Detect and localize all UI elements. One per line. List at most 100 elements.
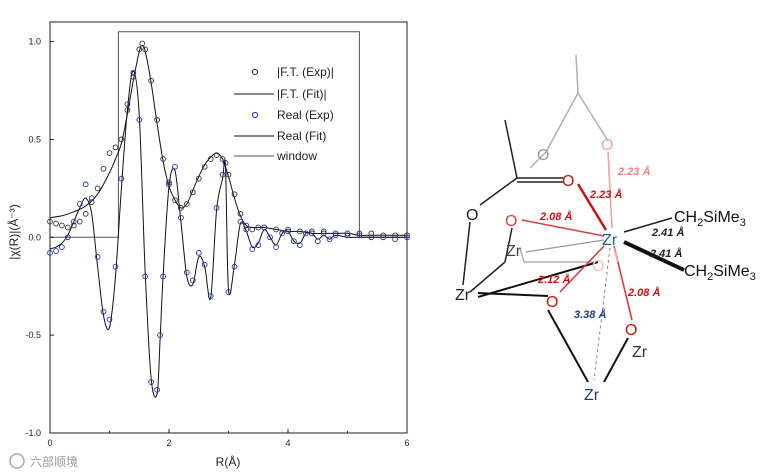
series-0-point bbox=[106, 150, 113, 156]
series-2-point bbox=[380, 234, 387, 241]
series-0-point bbox=[219, 156, 226, 162]
series-0-point bbox=[195, 175, 202, 182]
bottom-bonds bbox=[477, 261, 629, 383]
x-axis-label: R(Å) bbox=[216, 454, 241, 469]
series-0-point bbox=[53, 220, 59, 227]
series-0-point bbox=[139, 40, 146, 47]
series-2-point bbox=[326, 236, 333, 243]
exafs-chart: 0 2 4 6 -1.0 -0.5 0.0 0.5 1.0 R(Å) |χ(R)|(Å⁻³) |… bbox=[6, 21, 410, 469]
distance-lower-alkyl: 2.41 Å bbox=[649, 247, 682, 260]
series-0-point bbox=[231, 191, 238, 198]
series-2-point bbox=[160, 273, 166, 280]
series-0-point bbox=[273, 226, 279, 233]
distance-lower-left: 2.12 Å bbox=[537, 273, 570, 286]
series-0-point bbox=[201, 163, 208, 170]
series-0-point bbox=[207, 156, 214, 162]
o-lower-right-label: O bbox=[625, 322, 637, 339]
ticks-layer: 0 2 4 6 -1.0 -0.5 0.0 0.5 1.0 bbox=[25, 37, 409, 448]
series-2-point bbox=[222, 160, 229, 166]
series-0-point bbox=[178, 205, 184, 211]
zr-zr-dashed bbox=[593, 247, 611, 381]
alkyl-group-upper: CH2SiMe3 bbox=[674, 209, 746, 229]
series-0-point bbox=[308, 230, 315, 237]
series-2-point bbox=[332, 232, 339, 239]
series-2-point bbox=[368, 234, 375, 241]
series-2-point bbox=[219, 171, 226, 178]
series-2-point bbox=[201, 261, 208, 268]
series-2-point bbox=[70, 218, 77, 225]
series-0-point bbox=[368, 230, 375, 237]
series-2-point bbox=[94, 254, 101, 260]
x-tick-label: 2 bbox=[166, 438, 171, 448]
o-back-faded-label: O bbox=[537, 147, 549, 164]
y-tick-label: 0.5 bbox=[28, 134, 41, 144]
series-0-point bbox=[82, 210, 89, 217]
y-axis-label: |χ(R)|(Å⁻³) bbox=[6, 204, 21, 260]
series-2-point bbox=[320, 230, 327, 237]
series-2-point bbox=[285, 226, 291, 233]
series-2-point bbox=[297, 242, 303, 248]
series-0-point bbox=[380, 232, 387, 239]
distance-top-faded: 2.23 Å bbox=[617, 165, 650, 178]
series-2-point bbox=[142, 273, 149, 280]
series-0-point bbox=[118, 136, 125, 143]
markers-layer bbox=[47, 40, 410, 393]
series-2-point bbox=[267, 234, 273, 241]
series-2-point bbox=[124, 101, 131, 108]
zr-alkyl-lower bbox=[623, 240, 685, 272]
x-tick-label: 0 bbox=[47, 438, 52, 448]
series-0-point bbox=[124, 107, 131, 113]
series-2-point bbox=[76, 201, 83, 207]
series-2-point bbox=[88, 195, 95, 201]
zr-right-label: Zr bbox=[632, 344, 648, 361]
series-2-point bbox=[64, 234, 71, 241]
series-0-point bbox=[100, 165, 107, 172]
series-0-point bbox=[142, 46, 149, 53]
series-0-point bbox=[88, 199, 95, 205]
series-2-point bbox=[291, 238, 297, 245]
series-0-point bbox=[392, 232, 398, 239]
series-2-point bbox=[255, 242, 262, 248]
zr-bottom-label: Zr bbox=[584, 387, 600, 404]
x-tick-label: 6 bbox=[404, 438, 409, 448]
distance-zr-zr: 3.38 Å bbox=[574, 308, 606, 321]
series-2-point bbox=[189, 277, 196, 284]
series-0-point bbox=[243, 222, 250, 229]
distance-upper-alkyl: 2.41 Å bbox=[651, 226, 684, 239]
series-0-point bbox=[166, 181, 172, 188]
series-2-point bbox=[118, 175, 125, 182]
series-0-point bbox=[154, 117, 160, 123]
series-2-point bbox=[225, 289, 232, 295]
series-0-point bbox=[237, 210, 244, 217]
series-0-point bbox=[189, 189, 196, 196]
series-2-point bbox=[172, 163, 178, 170]
series-2-point bbox=[112, 263, 119, 270]
y-tick-label: -0.5 bbox=[25, 330, 41, 340]
o-lower-left-label: O bbox=[546, 294, 558, 311]
series-0-point bbox=[255, 224, 262, 231]
legend: |F.T. (Exp)| |F.T. (Fit)| Real (Exp) Rea… bbox=[234, 65, 334, 163]
series-0-point bbox=[404, 232, 410, 239]
o-inner-label: O bbox=[505, 213, 517, 230]
y-tick-label: -1.0 bbox=[25, 428, 41, 438]
watermark-text: 六部顺境 bbox=[30, 454, 78, 469]
series-2-point bbox=[130, 70, 137, 76]
plot-frame bbox=[49, 21, 408, 434]
series-0-point bbox=[59, 222, 65, 229]
legend-marker-ft-exp bbox=[251, 68, 259, 76]
series-2-point bbox=[154, 387, 160, 393]
series-0-point bbox=[94, 185, 101, 192]
series-2-point bbox=[404, 234, 410, 241]
series-0-point bbox=[297, 228, 303, 235]
series-2-point bbox=[356, 232, 363, 239]
series-0-point bbox=[332, 230, 339, 237]
legend-label-real-fit: Real (Fit) bbox=[277, 129, 326, 143]
series-2-point bbox=[261, 224, 268, 231]
series-0-point bbox=[183, 201, 190, 207]
series-2-point bbox=[243, 226, 250, 233]
series-0-point bbox=[148, 77, 154, 84]
series-2-point bbox=[148, 379, 154, 385]
series-0-point bbox=[285, 228, 291, 235]
series-0-point bbox=[225, 171, 232, 178]
